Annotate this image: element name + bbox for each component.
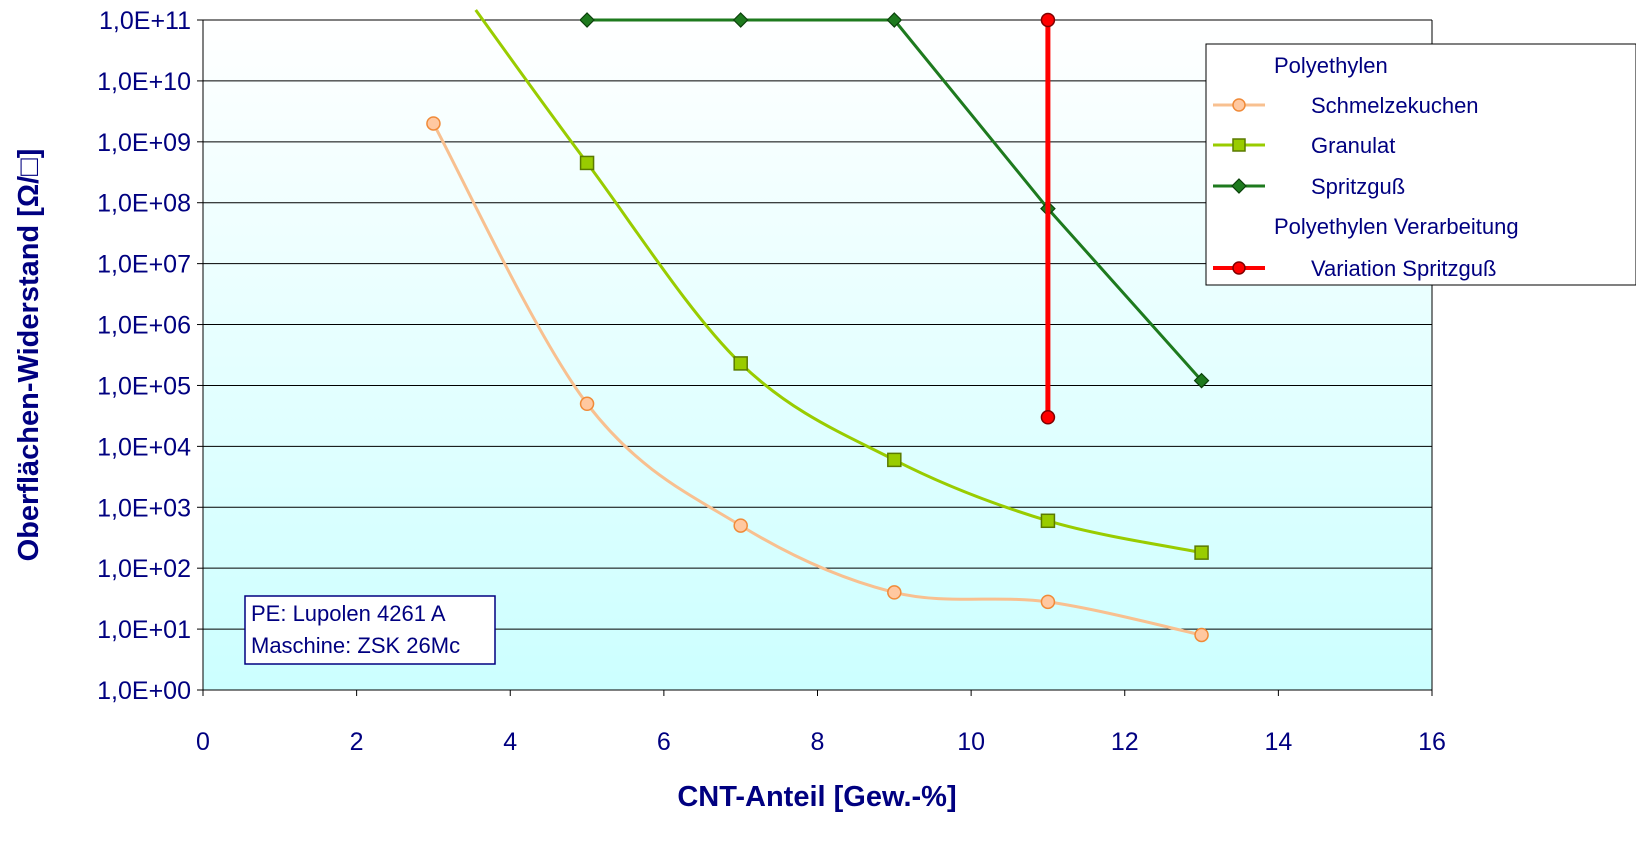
y-tick-label: 1,0E+00 (97, 677, 191, 705)
x-tick-label: 10 (957, 728, 985, 756)
y-tick-label: 1,0E+01 (97, 616, 191, 644)
series-layer (426, 9, 1210, 643)
legend-marker-circle-red (1232, 261, 1246, 275)
x-tick-label: 12 (1111, 728, 1139, 756)
legend-entry-schmelzekuchen: Schmelzekuchen (1213, 93, 1479, 118)
legend-entry-variation-spritzguss: Variation Spritzguß (1213, 256, 1496, 281)
x-tick-label: 2 (350, 728, 364, 756)
data-point (733, 518, 748, 533)
y-tick-label: 1,0E+05 (97, 372, 191, 400)
data-point (426, 116, 441, 131)
series-variation-spritzgu- (1040, 12, 1056, 425)
annotation-box: PE: Lupolen 4261 A Maschine: ZSK 26Mc (244, 595, 496, 665)
data-point (579, 12, 595, 28)
x-tick-label: 8 (811, 728, 825, 756)
legend-box (1205, 43, 1636, 286)
data-point (1040, 594, 1056, 610)
y-tick-label: 1,0E+11 (99, 7, 191, 35)
legend-marker-circle (1232, 98, 1246, 112)
x-tick-label: 6 (657, 728, 671, 756)
tick-labels: 1,0E+00 1,0E+01 1,0E+02 1,0E+03 1,0E+04 1,0E+… (97, 7, 1446, 756)
y-tick-label: 1,0E+02 (97, 555, 191, 583)
legend: Polyethylen Schmelzekuchen Granulat Spri… (1205, 43, 1636, 286)
data-point (1040, 12, 1056, 28)
legend-entry-spritzguss: Spritzguß (1213, 174, 1405, 199)
legend-group-title-verarbeitung: Polyethylen Verarbeitung (1274, 214, 1519, 239)
legend-label-granulat: Granulat (1311, 133, 1395, 158)
series-spritzgu- (579, 12, 1210, 389)
data-point (887, 452, 902, 468)
y-axis-title: Oberflächen-Widerstand [Ω/□] (13, 149, 45, 562)
data-point (887, 585, 902, 600)
data-point (1193, 372, 1210, 389)
data-point (579, 155, 595, 171)
data-point (579, 396, 595, 412)
annotation-line-1: PE: Lupolen 4261 A (251, 601, 446, 626)
annotation-line-2: Maschine: ZSK 26Mc (251, 633, 460, 658)
y-tick-label: 1,0E+09 (97, 129, 191, 157)
data-point (1040, 410, 1056, 425)
series-schmelzekuchen (426, 116, 1209, 643)
series-line (474, 9, 1202, 555)
x-tick-label: 16 (1418, 728, 1446, 756)
x-tick-label: 14 (1264, 728, 1292, 756)
data-point (1194, 545, 1209, 560)
y-tick-label: 1,0E+08 (97, 190, 191, 218)
data-point (1040, 513, 1056, 529)
data-point (886, 12, 903, 28)
data-point (733, 356, 748, 371)
legend-label-spritzguss: Spritzguß (1311, 174, 1405, 199)
legend-marker-square (1232, 138, 1246, 152)
x-axis-title: CNT-Anteil [Gew.-%] (677, 781, 956, 813)
y-tick-label: 1,0E+07 (97, 251, 191, 279)
data-point (1194, 627, 1209, 643)
x-tick-label: 4 (503, 728, 517, 756)
x-tick-label: 0 (196, 728, 210, 756)
y-tick-label: 1,0E+06 (97, 312, 191, 340)
y-tick-label: 1,0E+04 (97, 433, 191, 461)
legend-label-schmelzekuchen: Schmelzekuchen (1311, 93, 1479, 118)
legend-entry-granulat: Granulat (1213, 133, 1395, 158)
series-granulat (474, 9, 1209, 560)
legend-marker-diamond (1231, 178, 1247, 194)
y-tick-label: 1,0E+10 (97, 68, 191, 96)
legend-label-variation-spritzguss: Variation Spritzguß (1311, 256, 1496, 281)
data-point (732, 12, 749, 28)
y-tick-label: 1,0E+03 (97, 494, 191, 522)
legend-group-title-polyethylen: Polyethylen (1274, 53, 1388, 78)
